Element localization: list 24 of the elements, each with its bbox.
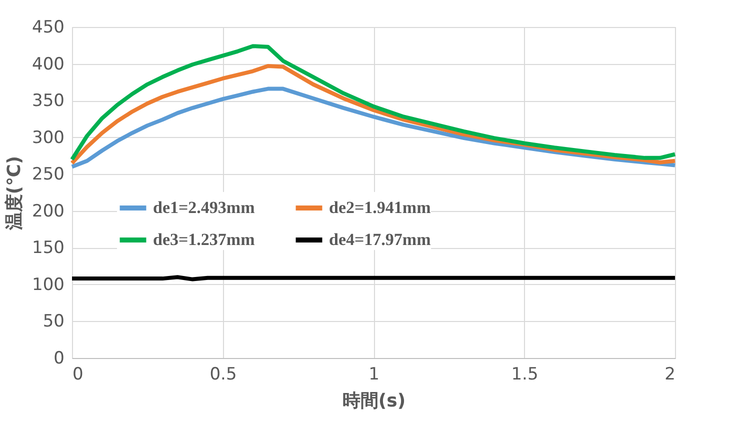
y-tick-label: 200 <box>32 201 64 222</box>
y-tick-label: 250 <box>32 164 64 185</box>
legend-label: de2=1.941mm <box>329 198 431 217</box>
y-tick-label: 150 <box>32 238 64 258</box>
x-tick-label: 0 <box>72 364 84 384</box>
line-series <box>70 44 677 162</box>
y-tick-label: 50 <box>42 312 64 332</box>
y-tick-label: 300 <box>32 128 64 148</box>
y-tick-label: 350 <box>32 91 64 112</box>
line-series <box>70 64 677 166</box>
y-tick-label: 100 <box>32 274 64 295</box>
x-tick-label: 1 <box>368 364 380 384</box>
line-series <box>70 86 677 169</box>
x-axis-title: 時間(s) <box>342 390 406 412</box>
y-axis-title: 温度(℃) <box>4 156 26 232</box>
y-tick-label: 400 <box>32 54 64 74</box>
legend-label: de4=17.97mm <box>329 230 431 249</box>
y-tick-label: 0 <box>54 348 64 368</box>
legend-label: de3=1.237mm <box>153 230 255 249</box>
x-tick-label: 2 <box>664 364 676 384</box>
legend-label: de1=2.493mm <box>153 198 255 217</box>
x-tick-label: 0.5 <box>210 364 237 384</box>
x-tick-label: 1.5 <box>511 364 538 384</box>
y-tick-label: 450 <box>32 18 64 38</box>
